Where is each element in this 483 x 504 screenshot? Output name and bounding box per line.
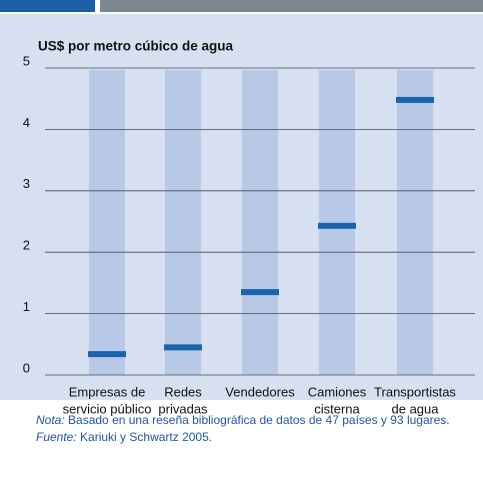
x-tick-label: cisterna <box>314 401 360 416</box>
x-tick-label: Empresas de <box>69 384 146 399</box>
column <box>242 70 278 375</box>
notes: Nota: Basado en una reseña bibliográfica… <box>36 412 456 446</box>
y-tick-label: 3 <box>23 176 30 191</box>
column <box>319 70 355 375</box>
y-axis-label: US$ por metro cúbico de agua <box>38 39 234 54</box>
x-tick-label: servicio público <box>63 401 152 416</box>
x-tick-label: de agua <box>392 401 440 416</box>
y-tick-label: 4 <box>23 115 30 130</box>
y-tick-label: 2 <box>23 238 30 253</box>
note: Nota: Basado en una reseña bibliográfica… <box>36 412 456 429</box>
column <box>165 70 201 375</box>
note-label: Nota: <box>36 413 65 427</box>
y-tick-label: 5 <box>23 53 30 68</box>
x-tick-label: Vendedores <box>225 384 295 399</box>
source-label: Fuente: <box>36 430 77 444</box>
marker <box>396 96 434 103</box>
column <box>89 70 125 375</box>
note-text: Basado en una reseña bibliográfica de da… <box>68 413 450 427</box>
column <box>397 70 433 375</box>
header-block <box>0 0 95 12</box>
x-tick-label: privadas <box>158 401 208 416</box>
x-tick-label: Transportistas <box>374 384 456 399</box>
marker <box>164 344 202 351</box>
source-text: Kariuki y Schwartz 2005. <box>80 430 213 444</box>
marker <box>88 351 126 358</box>
marker <box>318 222 356 229</box>
x-tick-label: Camiones <box>308 384 367 399</box>
y-tick-label: 0 <box>23 360 30 375</box>
source: Fuente: Kariuki y Schwartz 2005. <box>36 429 456 446</box>
header-bar <box>100 0 483 12</box>
y-tick-label: 1 <box>23 299 30 314</box>
x-tick-label: Redes <box>164 384 202 399</box>
marker <box>241 289 279 296</box>
